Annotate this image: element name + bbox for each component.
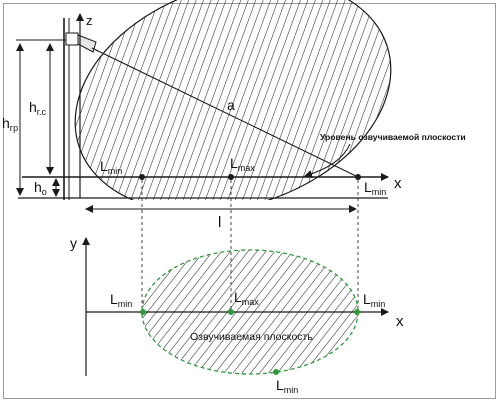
plane-level-callout: Уровень озвучиваемой плоскости <box>320 132 466 142</box>
point-l-min-right <box>355 174 361 180</box>
top-l-min-right-label: Lmin <box>363 291 385 309</box>
h-o-label: ho <box>34 179 47 197</box>
point-l-min-left <box>139 174 145 180</box>
length-l-label: l <box>218 214 221 231</box>
distance-line-a <box>91 47 359 178</box>
top-x-axis-label: x <box>396 313 404 330</box>
top-l-min-bottom-label: Lmin <box>276 377 298 395</box>
top-point-l-min-bottom <box>273 369 279 375</box>
side-coverage-area <box>74 0 392 200</box>
loudspeaker-icon <box>65 32 97 53</box>
top-point-l-min-right <box>354 309 360 315</box>
x-axis-label: x <box>394 175 402 192</box>
h-rs-label: hг.с <box>29 99 46 117</box>
l-min-right-label: Lmin <box>364 179 386 197</box>
side-view: z x hгр hг.с ho a Lmin Lmax Lmin <box>2 0 466 231</box>
point-l-max <box>228 174 234 180</box>
z-axis-label: z <box>86 13 93 28</box>
l-max-label: Lmax <box>230 155 255 173</box>
top-l-max-label: Lmax <box>234 289 259 307</box>
distance-a-label: a <box>227 97 235 113</box>
sound-plane-label: Озвучиваемая плоскость <box>190 331 313 343</box>
top-l-min-left-label: Lmin <box>110 291 132 309</box>
top-point-l-max <box>228 309 234 315</box>
top-view: y x Lmin Lmax Lmin Lmin Озвучиваемая пло… <box>70 235 404 395</box>
top-point-l-min-left <box>140 309 146 315</box>
h-gr-label: hгр <box>2 115 18 133</box>
l-min-left-label: Lmin <box>100 158 122 176</box>
callout-arrow <box>304 143 351 178</box>
y-axis-label: y <box>70 235 77 251</box>
